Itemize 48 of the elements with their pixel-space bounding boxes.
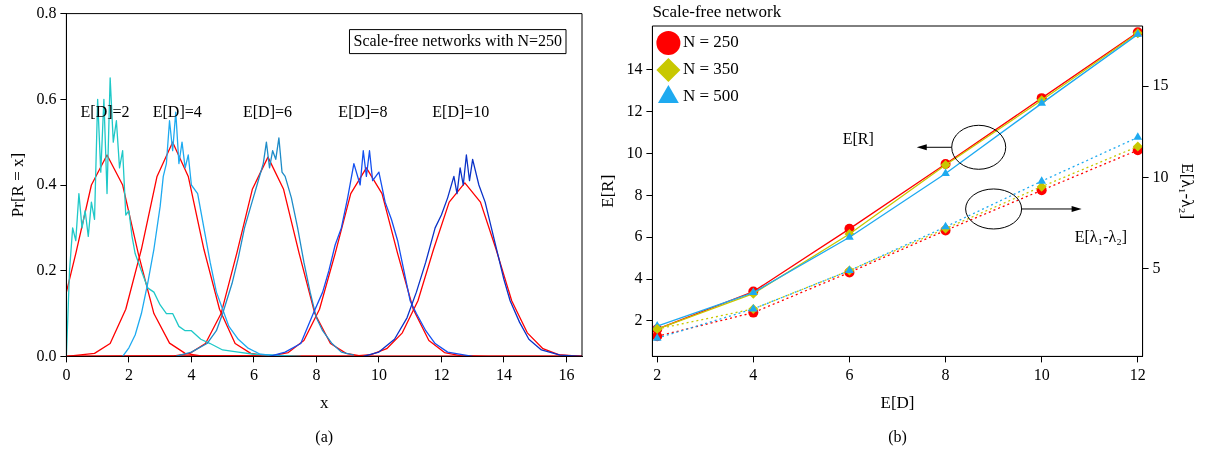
y-tick-label: 0.6: [36, 89, 57, 107]
x-tick-label: 4: [749, 366, 758, 384]
x-tick-label: 2: [124, 366, 133, 384]
y-axis-title: Pr[R = x]: [7, 152, 27, 218]
x-tick-label: 8: [941, 366, 950, 384]
annotation: E[D]=8: [338, 103, 388, 121]
y-tick-label: 8: [634, 185, 643, 203]
x-tick-label: 12: [433, 366, 450, 384]
x-tick-label: 6: [249, 366, 258, 384]
legend-label: N = 250: [682, 32, 739, 52]
legend-title: Scale-free network: [652, 1, 782, 21]
x-tick-label: 6: [845, 366, 854, 384]
x-tick-label: 16: [558, 366, 575, 384]
annotation: E[D]=4: [152, 103, 202, 121]
y-tick-label: 0.2: [36, 260, 57, 278]
x-tick-label: 12: [1129, 366, 1146, 384]
x-tick-label: 10: [370, 366, 387, 384]
legend-label: N = 350: [682, 59, 739, 79]
x-tick-label: 14: [495, 366, 512, 384]
x-axis-title: E[D]: [880, 393, 915, 413]
y-tick-label: 0.8: [36, 3, 57, 21]
x-tick-label: 8: [312, 366, 321, 384]
x-tick-label: 4: [187, 366, 196, 384]
legend-label: N = 500: [682, 86, 739, 106]
y-tick-label: 0.0: [36, 346, 57, 364]
y2-axis-title: E[λ₁-λ₂]: [1178, 163, 1198, 220]
y-axis-title: E[R]: [597, 174, 617, 208]
y-tick-label: 0.4: [36, 175, 57, 193]
x-axis-title: x: [319, 393, 329, 413]
y-tick-label: 10: [626, 143, 643, 161]
y2-tick-label: 5: [1152, 258, 1161, 276]
y-tick-label: 14: [626, 60, 643, 78]
annotation: E[D]=6: [242, 103, 292, 121]
text: (a): [315, 428, 334, 447]
y-tick-label: 4: [634, 269, 643, 287]
y-tick-label: 2: [634, 311, 643, 329]
annotation: E[R]: [842, 130, 874, 148]
annotation: E[D]=10: [432, 103, 490, 121]
y-tick-label: 12: [626, 101, 643, 119]
x-tick-label: 0: [62, 366, 71, 384]
x-tick-label: 2: [653, 366, 662, 384]
text: (b): [888, 428, 907, 447]
annotation: Scale-free networks with N=250: [353, 31, 562, 49]
annotation: E[λ₁-λ₂]: [1074, 228, 1128, 246]
y-tick-label: 6: [634, 227, 643, 245]
x-tick-label: 10: [1033, 366, 1050, 384]
y2-tick-label: 15: [1152, 76, 1169, 94]
y2-tick-label: 10: [1152, 167, 1169, 185]
